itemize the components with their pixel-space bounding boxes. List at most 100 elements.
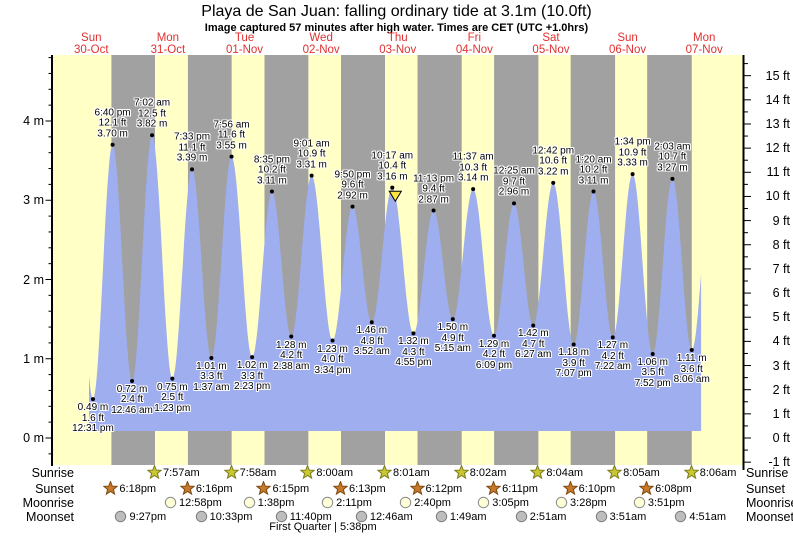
high-tide-annotation: 1:34 pm 10.9 ft 3.33 m <box>614 136 651 169</box>
astro-time: 6:16pm <box>195 482 233 495</box>
sunset-event: 6:16pm <box>179 481 233 496</box>
y-axis-label-m: 1 m <box>23 351 44 366</box>
astro-time: 2:40pm <box>414 496 451 509</box>
y-axis-label-ft: 0 ft <box>772 431 790 445</box>
low-tide-annotation: 1.06 m 3.5 ft 7:52 pm <box>634 356 671 389</box>
tide-extreme-dot <box>90 397 95 402</box>
sunrise-event: 8:06am <box>683 465 737 480</box>
high-tide-annotation: 6:40 pm 12.1 ft 3.70 m <box>94 107 131 140</box>
day-label: Wed 02-Nov <box>302 32 340 56</box>
sunset-event: 6:08pm <box>639 481 692 496</box>
low-tide-annotation: 1.42 m 4.7 ft 6:27 am <box>515 328 552 361</box>
astro-time: 6:18pm <box>119 482 157 495</box>
low-tide-annotation: 1.02 m 3.3 ft 2:23 pm <box>234 360 271 393</box>
high-tide-annotation: 9:01 am 10.9 ft 3.31 m <box>293 138 330 171</box>
astro-time: 12:58pm <box>179 496 222 509</box>
astro-time: 8:01am <box>393 466 430 479</box>
low-tide-annotation: 1.01 m 3.3 ft 1:37 am <box>193 360 230 393</box>
tide-extreme-dot <box>390 185 395 190</box>
astro-time: 11:40pm <box>289 510 332 523</box>
sunrise-star-icon <box>683 465 699 480</box>
sunrise-row-label-left: Sunrise <box>31 466 74 480</box>
sunrise-row-label-right: Sunrise <box>746 466 789 480</box>
y-axis-label-m: 0 m <box>23 431 44 445</box>
astro-time: 3:28pm <box>570 496 607 509</box>
moonset-event: 10:33pm <box>194 509 253 524</box>
sunrise-star-icon <box>530 465 546 480</box>
high-tide-annotation: 10:17 am 10.4 ft 3.16 m <box>371 150 414 183</box>
y-axis-label-ft: 5 ft <box>772 310 790 325</box>
low-tide-annotation: 1.11 m 3.6 ft 8:06 am <box>673 353 710 386</box>
tide-extreme-dot <box>150 133 155 138</box>
astro-time: 8:06am <box>699 466 737 479</box>
sunset-star-icon <box>179 481 195 496</box>
moonrise-event: 12:58pm <box>163 495 222 510</box>
moonrise-circle-icon <box>321 496 334 509</box>
moonrise-circle-icon <box>633 496 646 509</box>
y-axis-label-ft: -1 ft <box>768 455 790 470</box>
tide-extreme-dot <box>289 334 294 339</box>
astro-time: 2:51am <box>529 510 567 523</box>
sunset-row-label-right: Sunset <box>746 482 785 496</box>
page-subtitle: Image captured 57 minutes after high wat… <box>204 22 589 34</box>
y-axis-label-ft: 15 ft <box>765 68 790 83</box>
sunrise-event: 7:58am <box>223 465 277 480</box>
tide-extreme-dot <box>670 176 675 181</box>
moonrise-circle-icon <box>555 496 568 509</box>
astro-time: 4:51am <box>689 510 727 523</box>
sunset-event: 6:18pm <box>103 481 156 496</box>
tide-extreme-dot <box>330 338 335 343</box>
high-tide-annotation: 7:02 am 12.5 ft 3.82 m <box>133 97 171 130</box>
moon-phase-label: First Quarter | 5:38pm <box>269 521 377 533</box>
y-axis-label-m: 2 m <box>23 272 44 287</box>
low-tide-annotation: 1.27 m 4.2 ft 7:22 am <box>594 340 631 373</box>
high-tide-annotation: 11:13 pm 9.4 ft 2.87 m <box>413 173 455 206</box>
day-label: Thu 03-Nov <box>379 32 417 56</box>
y-axis-label-m: 4 m <box>23 114 44 128</box>
low-tide-annotation: 1.29 m 4.2 ft 6:09 pm <box>475 338 513 371</box>
astro-time: 6:10pm <box>578 482 616 495</box>
tide-extreme-dot <box>229 154 234 159</box>
tide-extreme-dot <box>610 335 615 340</box>
y-axis-label-ft: 12 ft <box>765 141 790 156</box>
astro-time: 7:58am <box>239 466 277 479</box>
moonrise-event: 2:40pm <box>398 495 451 510</box>
day-label: Mon 31-Oct <box>150 32 186 56</box>
y-axis-label-ft: 14 ft <box>765 92 790 107</box>
astro-time: 8:04am <box>546 466 584 479</box>
low-tide-annotation: 1.46 m 4.8 ft 3:52 am <box>353 325 390 358</box>
tide-extreme-dot <box>369 320 374 325</box>
tide-extreme-dot <box>471 187 476 192</box>
y-axis-label-ft: 6 ft <box>772 286 790 301</box>
low-tide-annotation: 1.28 m 4.2 ft 2:38 am <box>273 339 310 372</box>
tide-extreme-dot <box>571 342 576 347</box>
sunset-row-label-left: Sunset <box>35 482 74 496</box>
page-title: Playa de San Juan: falling ordinary tide… <box>201 3 592 20</box>
moonset-event: 4:51am <box>673 509 726 524</box>
sunset-event: 6:10pm <box>562 481 616 496</box>
moonset-circle-icon <box>355 510 368 523</box>
y-axis-label-ft: 4 ft <box>772 334 790 349</box>
y-axis-label-ft: 7 ft <box>772 261 790 276</box>
sunrise-event: 8:00am <box>300 465 353 480</box>
high-tide-annotation: 7:56 am 11.6 ft 3.55 m <box>213 119 250 152</box>
astro-time: 10:33pm <box>209 510 253 523</box>
sunset-star-icon <box>256 481 272 496</box>
astro-time: 8:05am <box>623 466 660 479</box>
sunrise-star-icon <box>607 465 623 480</box>
y-axis-label-ft: 11 ft <box>766 165 790 180</box>
tide-extreme-dot <box>551 180 556 185</box>
astro-time: 9:27pm <box>129 510 167 523</box>
high-tide-annotation: 1:20 am 10.2 ft 3.11 m <box>575 154 612 187</box>
sunset-event: 6:12pm <box>409 481 462 496</box>
moonrise-row-label-left: Moonrise <box>22 496 74 510</box>
astro-time: 1:38pm <box>257 496 295 509</box>
low-tide-annotation: 1.23 m 4.0 ft 3:34 pm <box>314 343 351 376</box>
high-tide-annotation: 11:37 am 10.3 ft 3.14 m <box>452 151 494 184</box>
high-tide-annotation: 12:25 am 9.7 ft 2.96 m <box>493 165 535 198</box>
low-tide-annotation: 0.72 m 2.4 ft 12:46 am <box>111 383 153 416</box>
sunrise-star-icon <box>146 465 162 480</box>
moonrise-circle-icon <box>243 496 255 509</box>
y-axis-label-ft: 10 ft <box>765 189 790 204</box>
day-label: Sun 06-Nov <box>609 32 647 56</box>
